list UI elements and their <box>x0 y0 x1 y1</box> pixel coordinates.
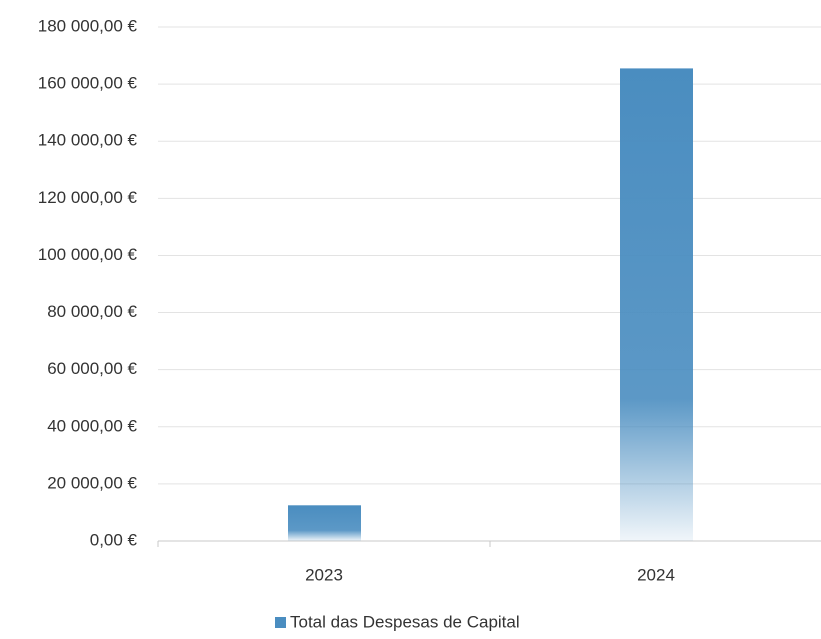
x-tick-label: 2023 <box>305 565 343 584</box>
y-tick-label: 80 000,00 € <box>47 302 137 321</box>
y-tick-label: 100 000,00 € <box>38 245 138 264</box>
legend-label: Total das Despesas de Capital <box>290 612 520 631</box>
legend-swatch <box>275 617 286 628</box>
y-tick-label: 160 000,00 € <box>38 74 138 93</box>
bar <box>288 505 361 541</box>
y-tick-label: 40 000,00 € <box>47 416 137 435</box>
y-tick-label: 0,00 € <box>90 530 138 549</box>
bar <box>620 68 693 542</box>
x-tick-label: 2024 <box>637 565 675 584</box>
y-tick-label: 120 000,00 € <box>38 188 138 207</box>
y-tick-label: 60 000,00 € <box>47 359 137 378</box>
y-tick-label: 140 000,00 € <box>38 131 138 150</box>
y-tick-label: 20 000,00 € <box>47 473 137 492</box>
y-tick-label: 180 000,00 € <box>38 16 138 35</box>
